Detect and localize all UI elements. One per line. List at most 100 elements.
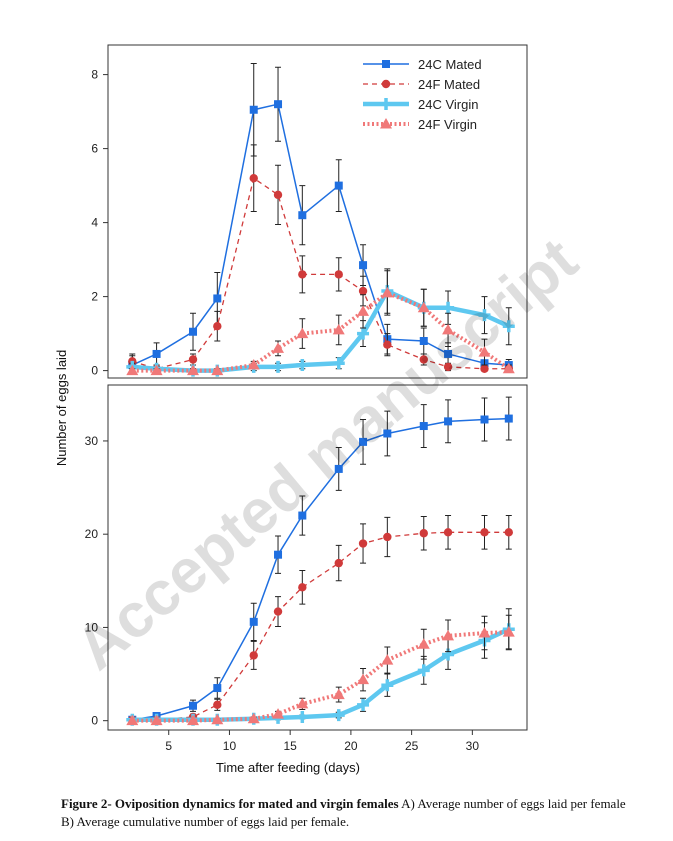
data-point: [359, 261, 368, 270]
data-point: [357, 327, 370, 340]
data-point: [444, 349, 453, 358]
data-point: [211, 713, 224, 725]
series-line: [131, 103, 509, 366]
caption-text: A) Average number of eggs laid per femal…: [61, 796, 626, 829]
panel-frame-bottom: [107, 384, 528, 731]
data-point: [359, 437, 368, 446]
x-tick-label: 10: [223, 739, 237, 753]
data-point: [334, 181, 343, 190]
data-point: [247, 359, 260, 370]
y-axis-label: Number of eggs laid: [54, 350, 69, 466]
data-point: [419, 422, 428, 431]
data-point: [444, 417, 453, 426]
data-point: [417, 301, 430, 313]
data-point: [332, 709, 345, 722]
data-point: [298, 270, 307, 279]
legend-label: 24F Mated: [418, 77, 480, 92]
data-point: [213, 322, 222, 331]
data-point: [442, 323, 455, 335]
data-point: [213, 294, 222, 303]
legend: 24C Mated 24F Mated 24C Virgin 24F Virgin: [363, 57, 482, 132]
data-point: [272, 360, 285, 373]
legend-entry: 24F Mated: [363, 77, 480, 92]
data-point: [502, 320, 515, 333]
data-point: [478, 346, 491, 357]
x-tick-label: 30: [466, 739, 480, 753]
data-point: [502, 626, 515, 637]
oviposition-figure: 0 2 4 6 8 0 10 20 30 5 10 15 20 25 30 24C Mated 24F Mat…: [54, 44, 591, 775]
x-tick-label: 25: [405, 739, 419, 753]
data-series: [126, 63, 515, 726]
y-tick-label-bottom: 10: [85, 620, 99, 634]
data-point: [383, 532, 392, 542]
data-point: [273, 190, 283, 200]
data-point: [383, 429, 392, 438]
data-point: [480, 364, 489, 373]
data-point: [296, 710, 309, 723]
series-line: [132, 177, 509, 370]
data-point: [504, 528, 513, 537]
x-tick-label: 20: [344, 739, 358, 753]
data-point: [442, 301, 455, 314]
data-point: [357, 698, 370, 711]
data-point: [419, 355, 428, 364]
data-point: [480, 528, 489, 537]
data-point: [296, 327, 309, 339]
legend-label: 24C Virgin: [418, 97, 478, 112]
data-point: [211, 364, 224, 376]
data-point: [358, 539, 368, 548]
data-point: [274, 550, 283, 559]
data-point: [188, 355, 198, 364]
data-point: [478, 627, 491, 638]
x-axis-label: Time after feeding (days): [216, 760, 360, 775]
data-point: [334, 464, 343, 473]
data-point: [478, 309, 491, 322]
legend-label: 24F Virgin: [418, 117, 477, 132]
legend-marker: [380, 98, 392, 110]
data-point: [443, 528, 453, 537]
legend-entry: 24F Virgin: [363, 117, 477, 132]
data-point: [502, 362, 515, 374]
series-line: [132, 290, 510, 373]
y-tick-label-bottom: 20: [85, 527, 99, 541]
data-point: [417, 638, 430, 649]
data-point: [126, 714, 139, 726]
series-top-1: [128, 144, 513, 373]
legend-marker: [380, 118, 392, 129]
series-line: [132, 417, 509, 721]
data-point: [189, 701, 198, 710]
data-point: [150, 714, 163, 726]
caption-title: Figure 2- Oviposition dynamics for mated…: [61, 796, 399, 811]
figure-caption: Figure 2- Oviposition dynamics for mated…: [61, 795, 641, 831]
data-point: [247, 712, 260, 724]
data-point: [274, 100, 283, 109]
data-point: [213, 684, 222, 693]
series-bottom-3: [126, 614, 515, 726]
data-point: [249, 617, 258, 626]
data-point: [417, 664, 430, 677]
y-tick-label-top: 8: [91, 68, 98, 82]
data-point: [296, 359, 309, 372]
legend-marker: [381, 79, 391, 89]
data-point: [419, 337, 428, 345]
data-point: [332, 357, 345, 370]
data-point: [187, 364, 200, 376]
data-point: [357, 673, 370, 685]
data-point: [189, 327, 198, 336]
data-point: [419, 529, 428, 538]
y-tick-label-bottom: 30: [85, 434, 99, 448]
data-point: [213, 700, 222, 710]
data-point: [334, 558, 343, 568]
data-point: [358, 286, 368, 296]
axis-ticks: 0 2 4 6 8 0 10 20 30 5 10 15 20 25 30: [85, 68, 480, 753]
x-tick-label: 5: [165, 739, 172, 753]
legend-entry: 24C Mated: [363, 57, 482, 72]
data-point: [272, 342, 285, 353]
data-point: [296, 697, 309, 709]
data-point: [126, 364, 139, 376]
data-point: [298, 211, 307, 220]
data-point: [334, 270, 343, 279]
data-point: [383, 340, 392, 349]
data-point: [152, 349, 161, 358]
y-tick-label-top: 0: [91, 364, 98, 378]
